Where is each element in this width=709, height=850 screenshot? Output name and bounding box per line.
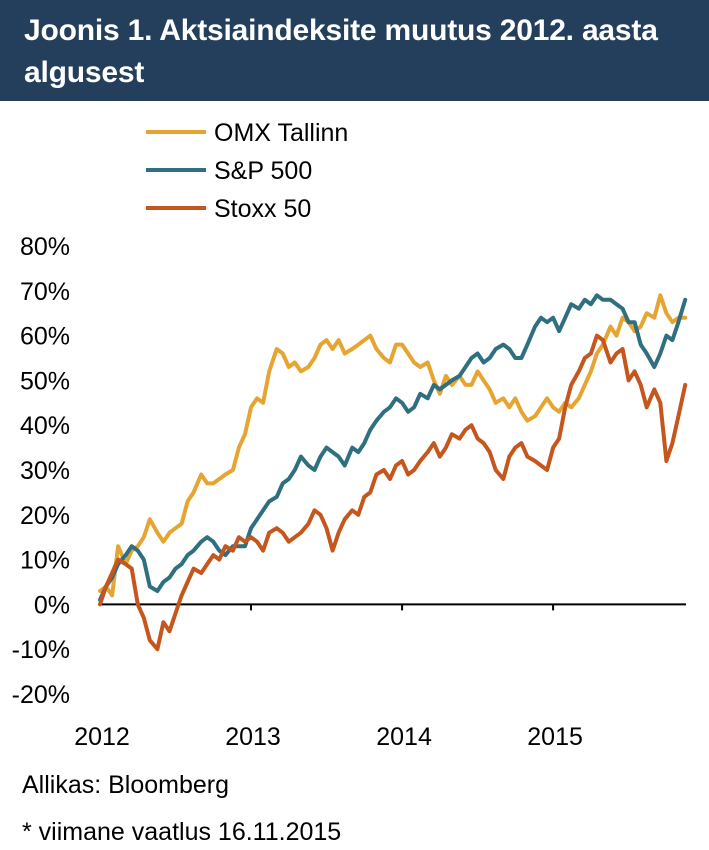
- series-line-stoxx-50: [98, 333, 688, 652]
- y-tick-label: 70%: [20, 278, 70, 306]
- x-tick-label: 2013: [225, 723, 281, 751]
- y-tick-label: 50%: [20, 367, 70, 395]
- y-tick-label: 80%: [20, 233, 70, 261]
- source-note: Allikas: Bloomberg: [22, 771, 230, 799]
- x-tick-label: 2012: [74, 723, 130, 751]
- series-line-s-p-500: [98, 293, 688, 602]
- y-tick-label: 40%: [20, 412, 70, 440]
- line-chart: -20% -10% 0% 10% 20% 30% 40% 50% 60% 70% 80% 2012 20…: [12, 119, 688, 751]
- chart-header: Joonis 1. Aktsiaindeksite muutus 2012. a…: [0, 0, 709, 101]
- y-tick-label: 60%: [20, 323, 70, 351]
- series-line-omx-tallinn: [98, 293, 688, 598]
- y-tick-label: -20%: [12, 681, 70, 709]
- y-tick-label: 30%: [20, 457, 70, 485]
- y-tick-label: 0%: [34, 591, 70, 619]
- y-tick-label: 20%: [20, 502, 70, 530]
- x-tick-label: 2014: [376, 723, 432, 751]
- y-tick-label: -10%: [12, 636, 70, 664]
- legend-label: Stoxx 50: [214, 195, 311, 223]
- y-tick-label: 10%: [20, 547, 70, 575]
- legend-label: S&P 500: [214, 157, 312, 185]
- chart-title: Joonis 1. Aktsiaindeksite muutus 2012. a…: [24, 14, 658, 89]
- x-tick-label: 2015: [527, 723, 583, 751]
- footnote: * viimane vaatlus 16.11.2015: [22, 818, 342, 846]
- legend-label: OMX Tallinn: [214, 119, 348, 147]
